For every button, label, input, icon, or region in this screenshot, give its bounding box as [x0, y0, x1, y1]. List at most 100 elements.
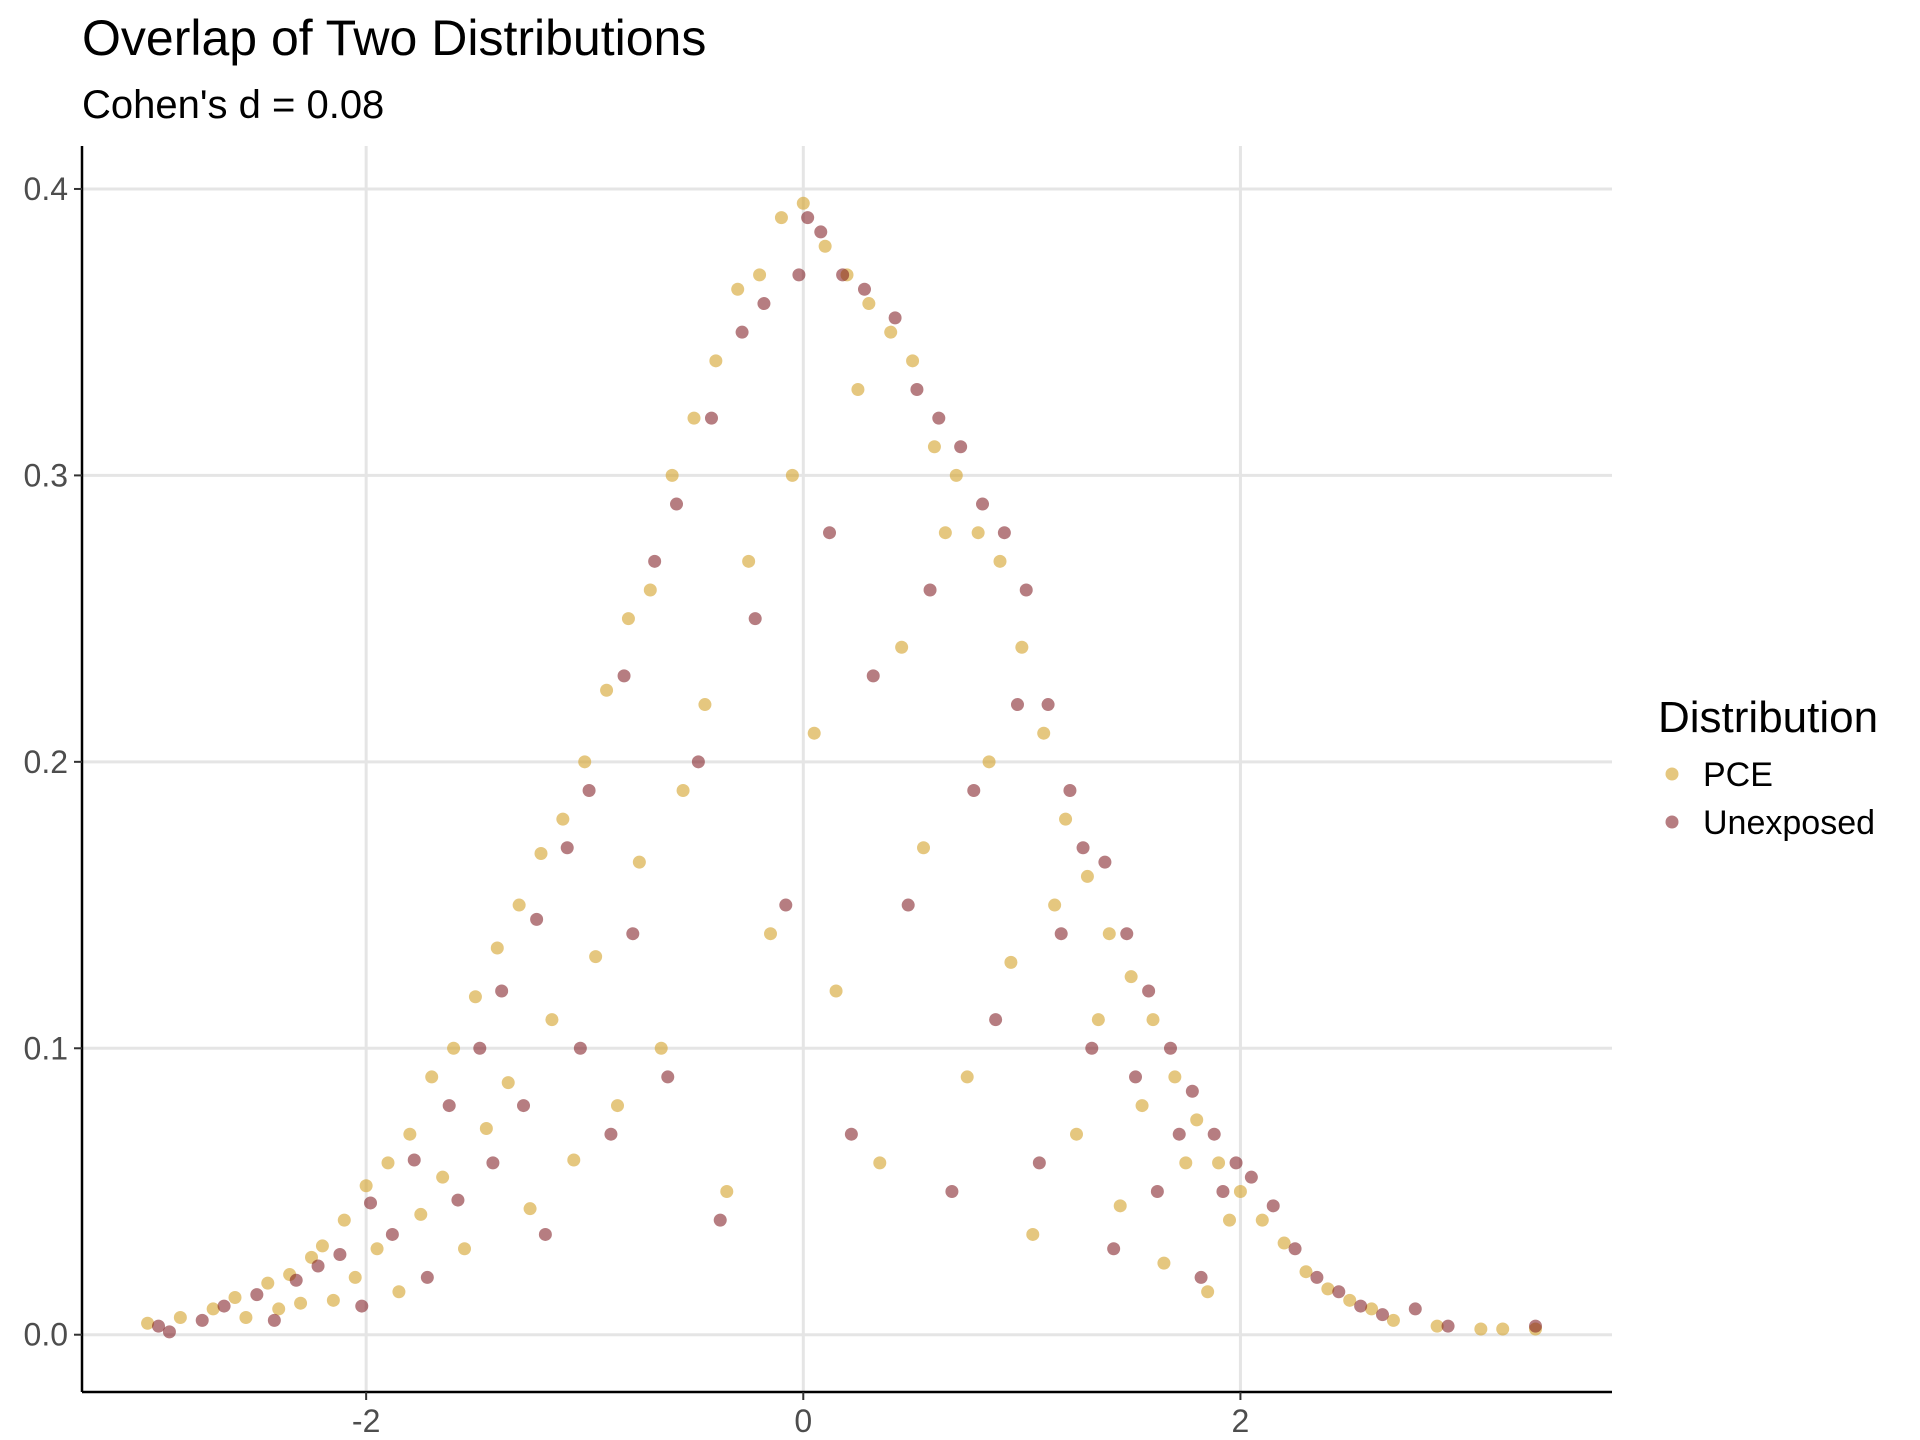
legend-label-pce: PCE — [1703, 756, 1773, 794]
point-pce — [1070, 1127, 1083, 1141]
point-unexposed — [1229, 1156, 1243, 1170]
point-pce — [556, 812, 570, 826]
point-pce — [895, 640, 909, 654]
point-pce — [1343, 1293, 1357, 1307]
point-unexposed — [735, 325, 749, 339]
point-unexposed — [582, 783, 596, 797]
point-pce — [414, 1207, 428, 1221]
point-pce — [501, 1076, 515, 1090]
point-pce — [1212, 1156, 1226, 1170]
point-pce — [458, 1242, 471, 1256]
point-unexposed — [866, 669, 880, 683]
chart-subtitle: Cohen's d = 0.08 — [82, 83, 384, 127]
point-pce — [1037, 726, 1051, 740]
point-unexposed — [311, 1259, 325, 1273]
point-unexposed — [757, 297, 771, 311]
point-unexposed — [1354, 1299, 1368, 1313]
point-pce — [403, 1127, 417, 1141]
legend-key-pce — [1665, 767, 1679, 781]
point-pce — [873, 1156, 887, 1170]
point-pce — [676, 783, 690, 797]
point-pce — [1255, 1213, 1269, 1227]
axes — [74, 146, 1612, 1400]
point-unexposed — [1408, 1302, 1422, 1316]
point-pce — [643, 583, 657, 597]
point-pce — [1233, 1184, 1247, 1198]
point-pce — [337, 1213, 351, 1227]
point-pce — [589, 950, 603, 964]
point-unexposed — [1172, 1127, 1186, 1141]
point-pce — [687, 411, 701, 425]
point-pce — [851, 382, 865, 396]
point-pce — [1124, 970, 1138, 984]
legend: Distribution PCE Unexposed — [1658, 693, 1878, 842]
point-unexposed — [486, 1156, 500, 1170]
point-pce — [1080, 869, 1094, 883]
point-pce — [917, 841, 930, 855]
point-pce — [1179, 1156, 1193, 1170]
point-pce — [370, 1242, 384, 1256]
point-unexposed — [407, 1153, 421, 1167]
point-pce — [1190, 1113, 1204, 1127]
chart-title: Overlap of Two Distributions — [82, 10, 706, 66]
point-unexposed — [1129, 1070, 1143, 1084]
point-pce — [1474, 1322, 1488, 1336]
point-unexposed — [923, 583, 937, 597]
point-pce — [774, 211, 788, 225]
point-unexposed — [836, 268, 850, 282]
point-pce — [1146, 1013, 1160, 1027]
point-pce — [381, 1156, 395, 1170]
point-pce — [578, 755, 592, 769]
scatter-points — [141, 196, 1542, 1339]
point-unexposed — [1310, 1270, 1324, 1284]
point-pce — [1059, 812, 1073, 826]
point-pce — [1113, 1199, 1127, 1213]
point-pce — [490, 941, 504, 955]
point-unexposed — [1120, 927, 1134, 941]
point-pce — [315, 1239, 329, 1253]
point-unexposed — [1163, 1041, 1177, 1055]
point-unexposed — [748, 612, 762, 626]
point-pce — [1496, 1322, 1510, 1336]
point-pce — [1026, 1227, 1040, 1241]
point-unexposed — [1032, 1156, 1046, 1170]
point-unexposed — [691, 755, 705, 769]
point-unexposed — [152, 1319, 165, 1333]
point-pce — [173, 1311, 187, 1325]
point-pce — [654, 1041, 668, 1055]
point-unexposed — [473, 1041, 487, 1055]
point-unexposed — [932, 411, 946, 425]
point-unexposed — [364, 1196, 378, 1210]
point-pce — [1277, 1236, 1291, 1250]
point-pce — [764, 927, 777, 941]
point-pce — [294, 1296, 308, 1310]
point-pce — [1299, 1265, 1313, 1279]
y-tick-label: 0.0 — [24, 1317, 68, 1353]
point-pce — [228, 1290, 242, 1304]
point-pce — [261, 1276, 275, 1290]
point-pce — [731, 282, 745, 296]
point-pce — [1430, 1319, 1444, 1333]
y-tick-label: 0.4 — [24, 171, 68, 207]
point-pce — [392, 1285, 406, 1299]
point-unexposed — [1063, 783, 1077, 797]
point-unexposed — [617, 669, 631, 683]
y-tick-label: 0.1 — [24, 1030, 68, 1066]
point-pce — [753, 268, 767, 282]
point-pce — [512, 898, 526, 912]
legend-label-unexposed: Unexposed — [1703, 804, 1875, 842]
point-unexposed — [560, 841, 574, 855]
point-pce — [1201, 1285, 1215, 1299]
point-pce — [272, 1302, 286, 1316]
point-unexposed — [1185, 1084, 1199, 1098]
point-unexposed — [888, 311, 902, 325]
point-unexposed — [1207, 1127, 1221, 1141]
point-unexposed — [1194, 1270, 1208, 1284]
point-pce — [665, 468, 679, 482]
point-unexposed — [704, 411, 718, 425]
point-pce — [141, 1316, 155, 1330]
point-unexposed — [1441, 1319, 1455, 1333]
point-pce — [927, 440, 941, 454]
point-unexposed — [1076, 841, 1090, 855]
